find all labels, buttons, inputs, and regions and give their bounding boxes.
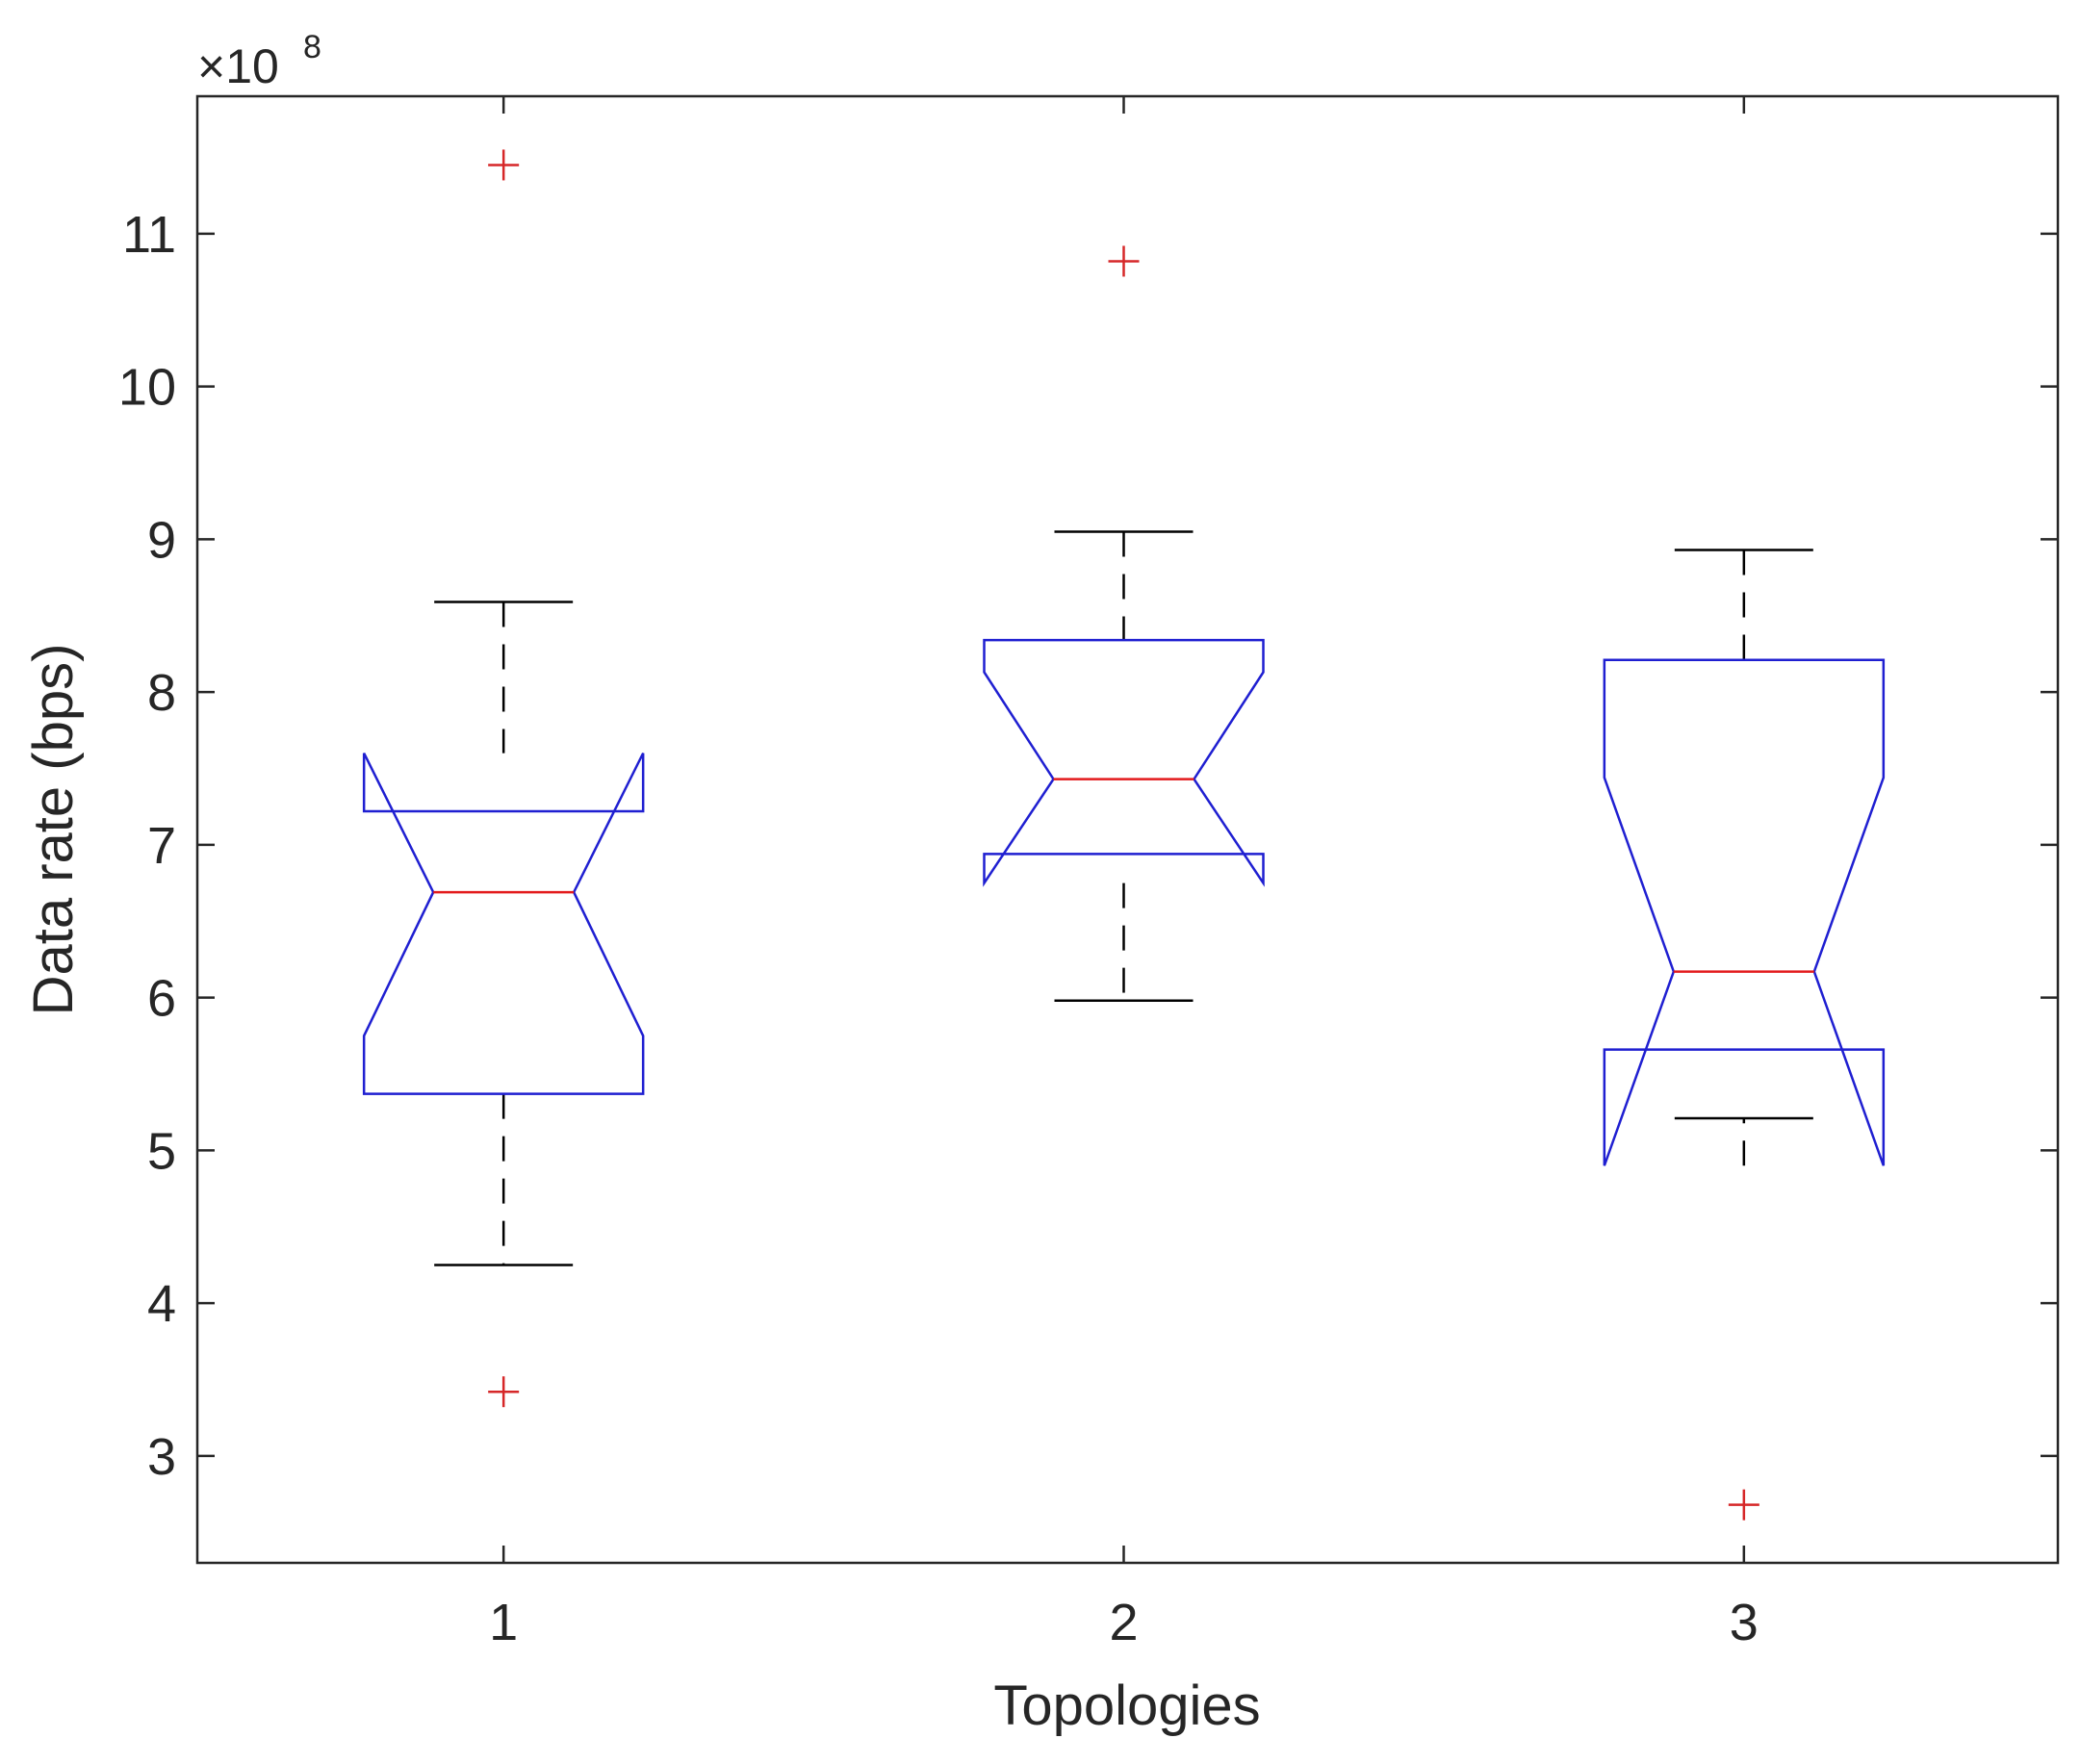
outlier-marker [1728,1489,1759,1521]
notched-box [362,753,645,1095]
box-group-2 [983,245,1265,1003]
box-series [362,149,1886,1521]
exponent-label-base: ×10 [197,39,279,93]
notched-box [1603,658,1886,1166]
y-tick-label: 8 [147,664,176,722]
outlier-marker [1108,245,1140,277]
y-tick-label: 11 [122,206,176,264]
y-axis-ticks: 3 4 5 6 7 8 9 10 11 [118,206,2058,1486]
x-tick-label: 2 [1109,1594,1138,1651]
y-tick-label: 3 [147,1428,176,1486]
x-tick-label: 1 [489,1594,518,1651]
x-axis-ticks: 1 2 3 [489,96,1759,1651]
y-tick-label: 5 [147,1122,176,1180]
box-group-1 [362,149,645,1408]
x-tick-label: 3 [1730,1594,1759,1651]
y-tick-label: 10 [118,359,176,417]
y-axis-label: Data rate (bps) [22,644,85,1016]
outlier-marker [488,149,520,181]
x-axis-label: Topologies [993,1675,1260,1737]
y-tick-label: 7 [147,817,176,875]
y-tick-label: 6 [147,970,176,1028]
exponent-label-power: 8 [303,29,321,65]
box-group-3 [1603,549,1886,1521]
plot-area [195,94,2060,1565]
outlier-marker [488,1376,520,1408]
notched-box [983,638,1265,887]
y-tick-label: 9 [147,511,176,569]
y-tick-label: 4 [147,1275,176,1333]
